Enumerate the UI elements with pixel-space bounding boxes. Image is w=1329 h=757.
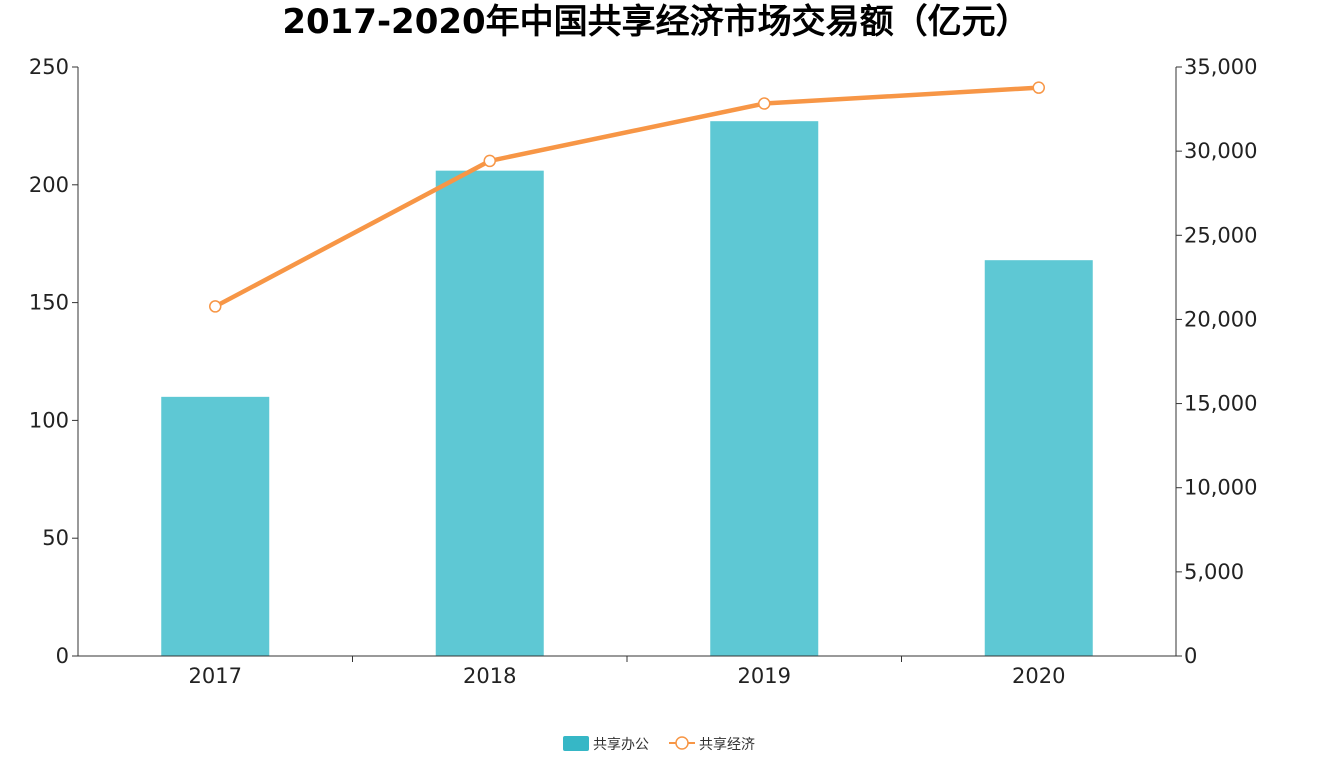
legend: 共享办公 共享经济 bbox=[563, 736, 755, 753]
left-tick-label: 250 bbox=[29, 55, 69, 79]
right-tick-label: 25,000 bbox=[1184, 223, 1257, 247]
line-series-shared-economy bbox=[209, 81, 1045, 313]
bar-series-shared-office bbox=[161, 121, 1093, 657]
bar-2020 bbox=[984, 260, 1093, 656]
line-point-2017 bbox=[209, 300, 222, 313]
line-point-2019 bbox=[758, 97, 771, 110]
x-axis: 2017 2018 2019 2020 bbox=[78, 655, 1176, 688]
line-point-2018 bbox=[483, 154, 496, 168]
left-tick-label: 100 bbox=[29, 408, 69, 432]
x-tick-label: 2018 bbox=[463, 664, 516, 688]
bar-2017 bbox=[161, 396, 270, 656]
right-tick-label: 0 bbox=[1184, 644, 1197, 668]
right-tick-label: 30,000 bbox=[1184, 139, 1257, 163]
right-y-axis: 0 5,000 10,000 15,000 20,000 25,000 30,000 35,0… bbox=[1175, 55, 1257, 668]
right-tick-label: 15,000 bbox=[1184, 392, 1257, 416]
x-tick-label: 2017 bbox=[189, 664, 242, 688]
legend-swatch-shared-office bbox=[563, 736, 589, 751]
left-tick-label: 0 bbox=[56, 644, 69, 668]
right-tick-label: 20,000 bbox=[1184, 307, 1257, 331]
chart-title: 2017-2020年中国共享经济市场交易额（亿元） bbox=[282, 2, 1029, 42]
left-y-axis: 0 50 100 150 200 250 bbox=[29, 55, 79, 668]
legend-swatch-marker bbox=[675, 736, 689, 750]
x-tick-label: 2020 bbox=[1012, 664, 1065, 688]
bar-2019 bbox=[710, 121, 819, 657]
x-tick-label: 2019 bbox=[738, 664, 791, 688]
legend-label-shared-economy: 共享经济 bbox=[699, 736, 755, 753]
right-tick-label: 10,000 bbox=[1184, 476, 1257, 500]
left-tick-label: 200 bbox=[29, 173, 69, 197]
bar-2018 bbox=[435, 170, 544, 656]
right-tick-label: 5,000 bbox=[1184, 560, 1244, 584]
line-point-2020 bbox=[1032, 81, 1045, 94]
right-tick-label: 35,000 bbox=[1184, 55, 1257, 79]
left-tick-label: 50 bbox=[42, 526, 69, 550]
series-line bbox=[214, 85, 1039, 309]
left-tick-label: 150 bbox=[29, 291, 69, 315]
legend-label-shared-office: 共享办公 bbox=[593, 736, 649, 753]
